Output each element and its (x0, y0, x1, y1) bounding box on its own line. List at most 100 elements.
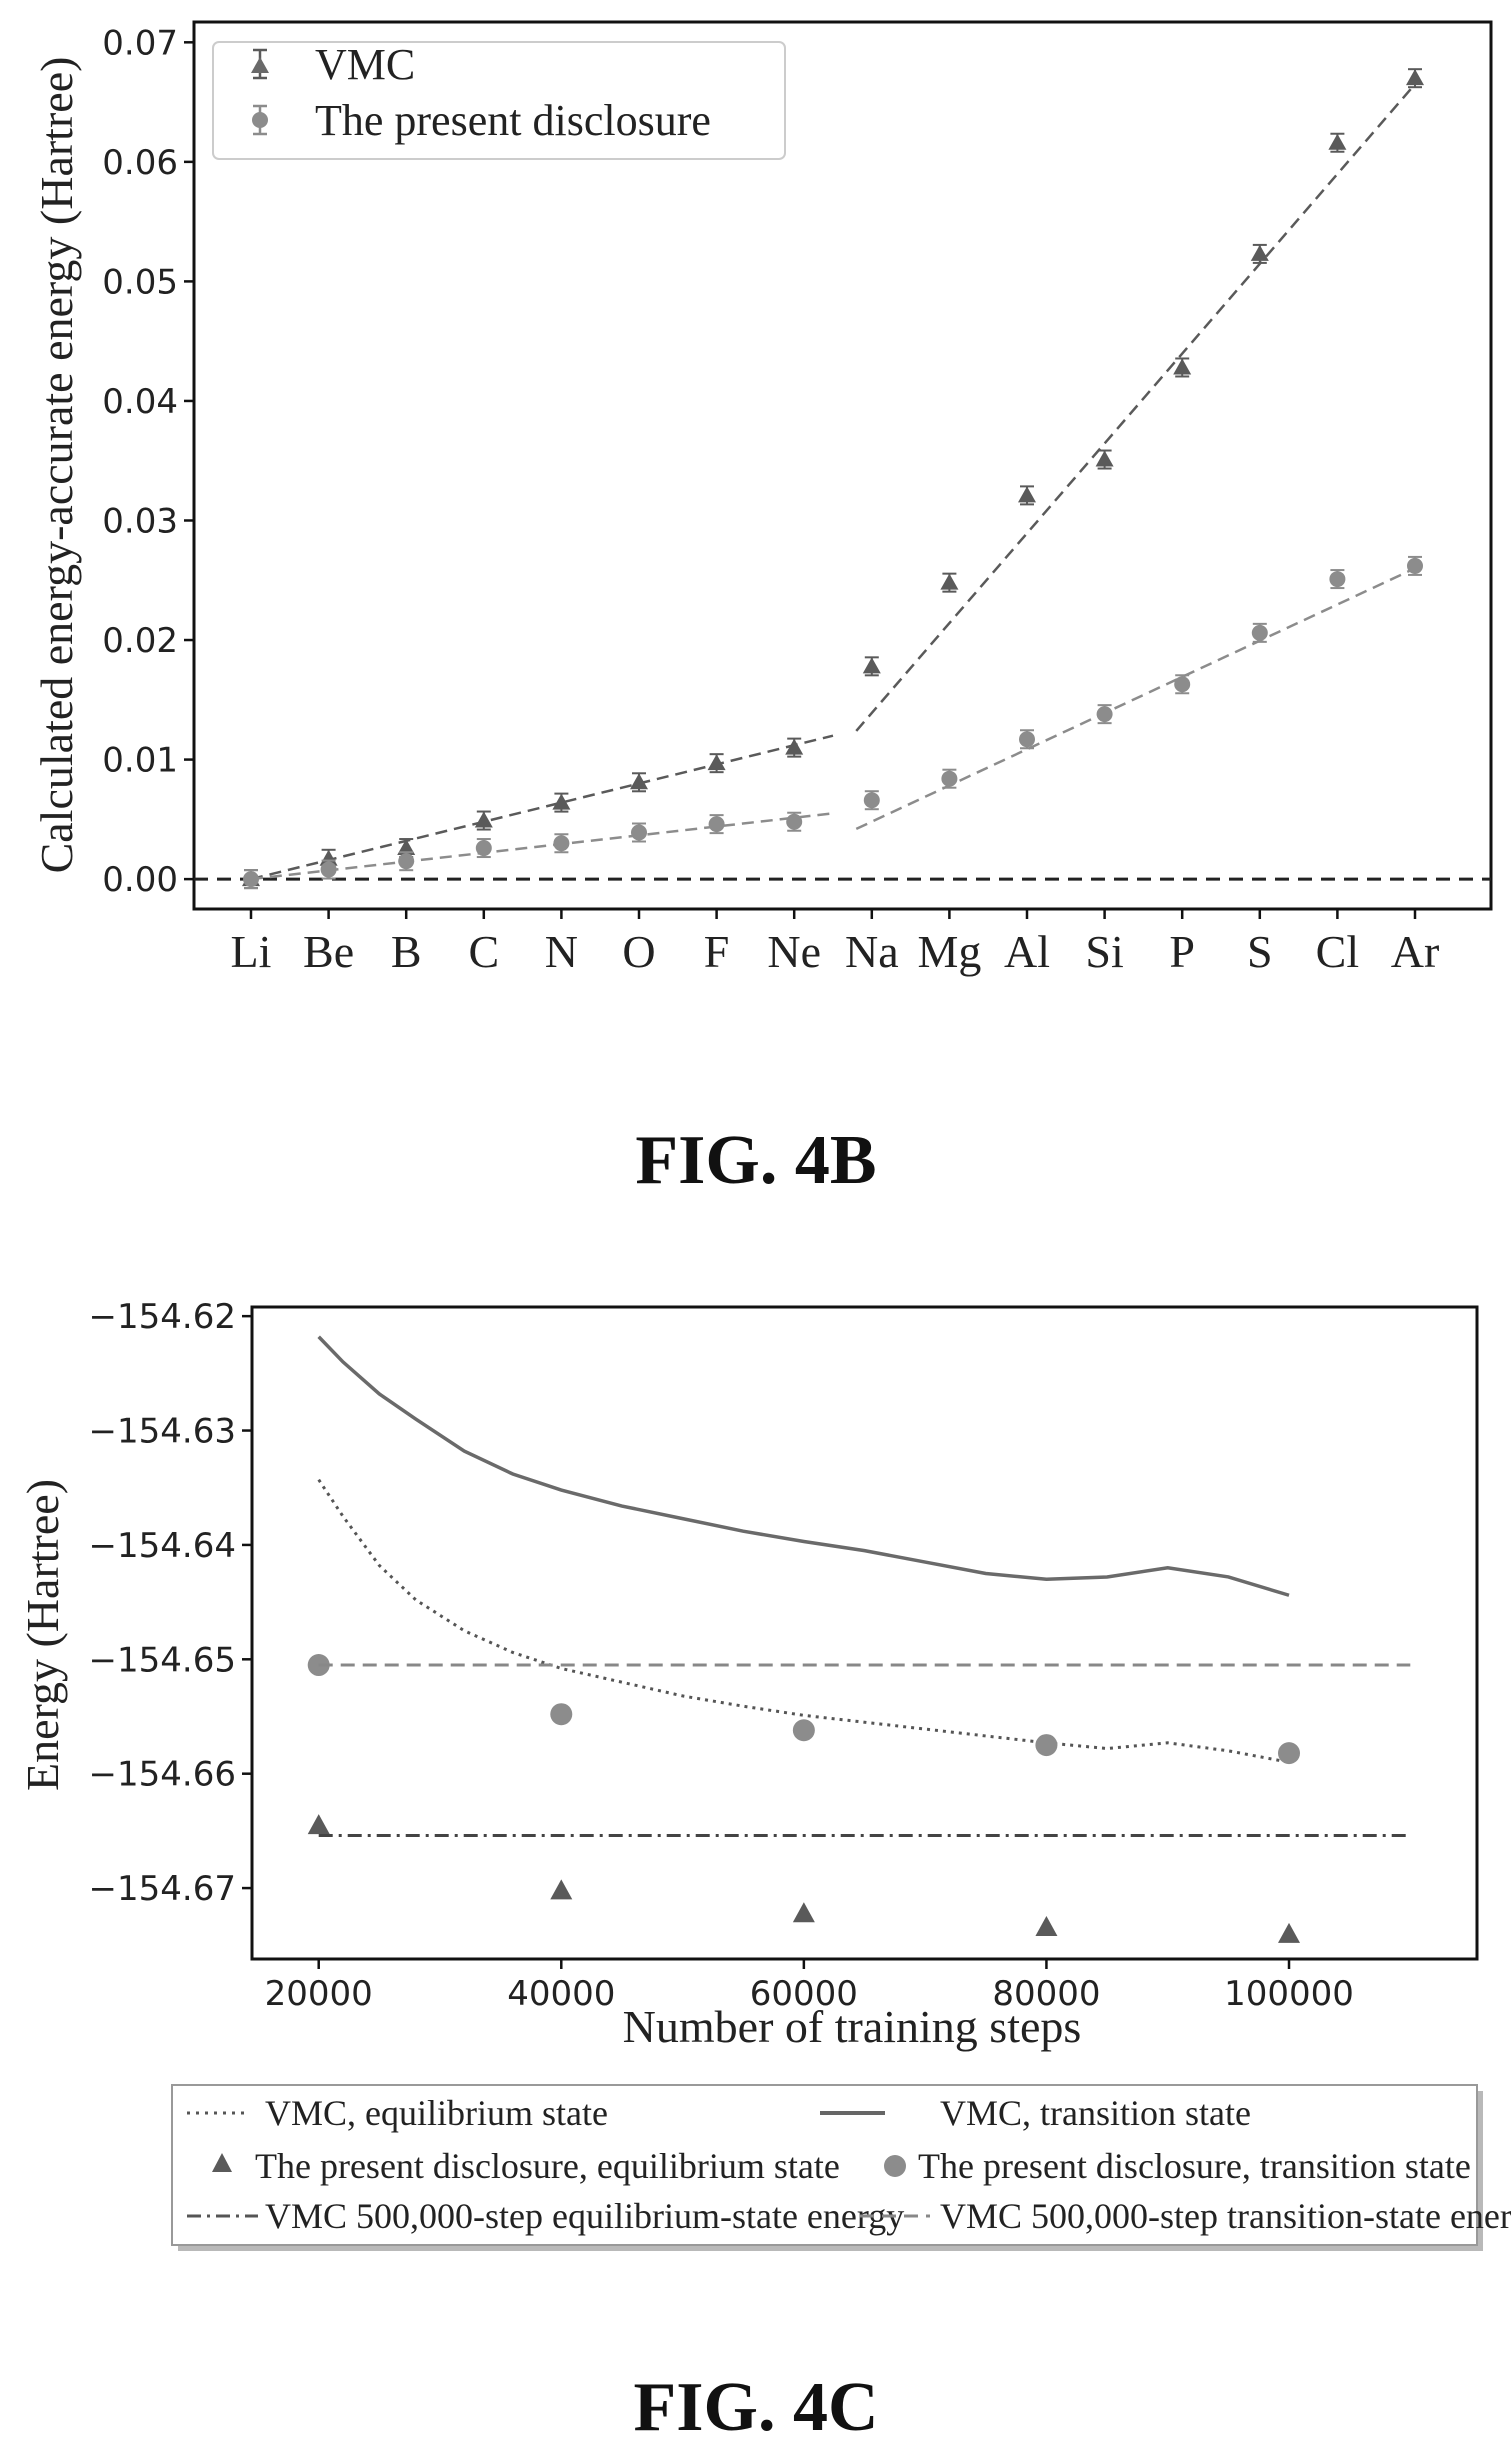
chart-4c-x-tick-label: 40000 (507, 1974, 615, 2014)
chart-4c-triangle-point (550, 1879, 573, 1900)
chart-4c: −154.62 −154.63 −154.64 −154.65 −154.66 −154.… (17, 1297, 1511, 2251)
vmc-point (862, 656, 881, 677)
chart-4b-x-axis: Li Be B C N O F Ne Na Mg Al Si P S Cl Ar (231, 909, 1440, 977)
chart-4b-fit-lines (250, 83, 1416, 881)
chart-4b-y-tick-label: 0.00 (102, 860, 178, 900)
legend-vmc500k-equilibrium-label: VMC 500,000-step equilibrium-state energ… (265, 2196, 904, 2236)
present-disclosure-point (475, 838, 492, 859)
chart-4b-x-tick-label: Mg (917, 926, 981, 977)
triangle-marker (319, 849, 338, 866)
chart-4c-x-tick-label: 60000 (750, 1974, 858, 2014)
vmc-point (1018, 485, 1036, 506)
chart-4b-y-axis-title: Calculated energy-accurate energy (Hartr… (31, 57, 82, 874)
circle-marker (320, 861, 337, 878)
legend-vmc-label: VMC (315, 40, 415, 89)
chart-4c-series-line-2 (317, 1335, 1290, 1597)
chart-4b-y-tick-label: 0.02 (102, 621, 178, 661)
chart-4b-x-tick-label: C (468, 926, 499, 977)
chart-4b-x-tick-label: Si (1085, 926, 1123, 977)
present-disclosure-point (631, 822, 647, 843)
triangle-marker (1328, 133, 1347, 150)
chart-4c-x-tick-label: 80000 (992, 1974, 1100, 2014)
chart-4b-x-tick-label: Cl (1316, 926, 1359, 977)
chart-4c-y-tick-label: −154.62 (89, 1297, 236, 1337)
chart-4c-triangle-point (307, 1814, 330, 1835)
triangle-marker (1095, 450, 1114, 467)
vmc-point (474, 810, 493, 831)
chart-4c-circle-point (550, 1703, 573, 1726)
present-disclosure-point (1019, 729, 1035, 750)
chart-4b-x-tick-label: Ar (1391, 926, 1440, 977)
chart-4c-y-tick-label: −154.64 (89, 1526, 236, 1566)
present-disclosure-point (1096, 704, 1113, 725)
legend-vmc-triangle-icon (251, 48, 269, 80)
triangle-marker (707, 754, 726, 771)
chart-4b-y-tick-label: 0.04 (102, 382, 178, 422)
vmc-point (940, 572, 959, 593)
chart-4c-triangle-point (1278, 1922, 1301, 1943)
chart-4b: 0.000.010.020.030.040.050.060.07 Li Be B C N… (31, 20, 1493, 977)
legend-present-equilibrium-triangle-icon (212, 2153, 232, 2172)
circle-marker (863, 792, 880, 809)
circle-marker (553, 835, 570, 852)
vmc-point (1250, 243, 1269, 264)
triangle-marker (940, 573, 959, 590)
chart-4b-x-tick-label: S (1247, 926, 1273, 977)
vmc-point (1406, 68, 1424, 89)
circle-marker (1329, 571, 1346, 588)
legend-present-equilibrium-label: The present disclosure, equilibrium stat… (255, 2146, 840, 2186)
chart-4b-fit-segment (855, 83, 1416, 732)
chart-4b-x-tick-label: N (545, 926, 578, 977)
chart-4b-fit-segment (855, 567, 1416, 831)
chart-4c-y-tick-label: −154.65 (89, 1640, 236, 1680)
chart-4b-plot-frame (192, 20, 1493, 911)
circle-marker (243, 871, 259, 888)
chart-4c-circle-point (792, 1719, 815, 1742)
chart-4b-y-axis: 0.00 0.01 0.02 0.03 0.04 0.05 0.06 0.07 (102, 23, 194, 900)
chart-4c-legend: VMC, equilibrium state VMC, transition s… (171, 2084, 1511, 2251)
vmc-point (785, 737, 804, 758)
circle-marker (1407, 557, 1423, 574)
chart-4c-circle-point (1035, 1734, 1058, 1757)
chart-4c-y-tick-label: −154.63 (89, 1412, 236, 1452)
circle-marker (1096, 706, 1113, 723)
chart-4b-x-tick-label: Li (231, 926, 272, 977)
triangle-marker (1173, 358, 1192, 375)
chart-4b-x-tick-label: Be (303, 926, 354, 977)
chart-4c-circle-point (1278, 1742, 1301, 1765)
circle-marker (786, 813, 803, 830)
chart-4b-x-tick-label: P (1169, 926, 1195, 977)
circle-marker (1019, 731, 1035, 748)
chart-4b-x-tick-label: Al (1004, 926, 1050, 977)
chart-4b-y-tick-label: 0.01 (102, 741, 178, 781)
vmc-point (707, 753, 726, 774)
legend-vmc-transition-label: VMC, transition state (940, 2093, 1251, 2133)
triangle-marker (785, 738, 804, 755)
circle-marker (1174, 676, 1191, 693)
chart-4b-data-points (242, 68, 1424, 890)
chart-4c-x-tick-label: 100000 (1224, 1974, 1354, 2014)
vmc-point (630, 772, 648, 793)
present-disclosure-point (1251, 622, 1268, 643)
triangle-marker (630, 773, 648, 790)
triangle-marker (552, 793, 571, 810)
chart-4c-y-tick-label: −154.66 (89, 1755, 236, 1795)
triangle-marker (1018, 486, 1036, 503)
present-disclosure-point (243, 869, 259, 890)
circle-marker (631, 824, 647, 841)
fig-4b-caption: FIG. 4B (635, 1122, 876, 1199)
triangle-marker (862, 657, 881, 674)
legend-vmc-equilibrium-label: VMC, equilibrium state (265, 2093, 608, 2133)
present-disclosure-point (708, 814, 725, 835)
chart-4b-x-tick-label: Na (845, 926, 899, 977)
legend-present-disclosure-label: The present disclosure (315, 96, 711, 145)
vmc-point (552, 792, 571, 813)
present-disclosure-point (398, 851, 415, 872)
triangle-marker (397, 839, 416, 856)
vmc-point (1173, 357, 1192, 378)
legend-present-disclosure-circle-icon (252, 104, 268, 136)
chart-4b-y-tick-label: 0.07 (102, 23, 178, 63)
chart-4b-x-tick-label: B (391, 926, 422, 977)
present-disclosure-point (863, 790, 880, 811)
